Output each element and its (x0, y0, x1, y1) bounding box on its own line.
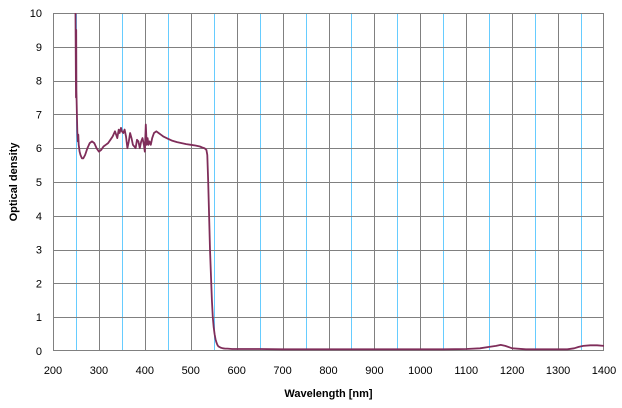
series-line (74, 13, 604, 351)
x-tick-label: 300 (90, 365, 108, 377)
x-tick-label: 1100 (454, 365, 478, 377)
x-axis-title: Wavelength [nm] (284, 388, 373, 400)
y-tick-label: 4 (36, 211, 42, 223)
x-tick-label: 900 (365, 365, 383, 377)
y-tick-label: 1 (36, 312, 42, 324)
x-tick-label: 800 (319, 365, 337, 377)
x-tick-label: 500 (182, 365, 200, 377)
y-tick-label: 9 (36, 42, 42, 54)
x-tick-label: 1300 (546, 365, 570, 377)
plot-border (53, 13, 604, 351)
x-tick-label: 600 (227, 365, 245, 377)
y-tick-label: 7 (36, 109, 42, 121)
y-tick-label: 8 (36, 76, 42, 88)
y-tick-label: 3 (36, 245, 42, 257)
y-tick-label: 2 (36, 278, 42, 290)
y-tick-label: 6 (36, 143, 42, 155)
y-tick-label: 0 (36, 346, 42, 358)
y-axis-tick-labels: 0 1 2 3 4 5 6 7 8 9 10 (30, 8, 42, 358)
x-tick-label: 1200 (500, 365, 524, 377)
x-tick-label: 1400 (592, 365, 616, 377)
major-gridlines (53, 13, 604, 351)
y-tick-label: 5 (36, 177, 42, 189)
x-tick-label: 200 (44, 365, 62, 377)
y-axis-title: Optical density (8, 142, 20, 222)
y-tick-label: 10 (30, 8, 42, 20)
series-layer (74, 13, 604, 351)
x-axis-tick-labels: 200 300 400 500 600 700 800 900 1000 1100 1200 1300… (44, 365, 616, 377)
x-tick-label: 700 (273, 365, 291, 377)
x-tick-label: 400 (136, 365, 154, 377)
x-tick-label: 1000 (408, 365, 432, 377)
